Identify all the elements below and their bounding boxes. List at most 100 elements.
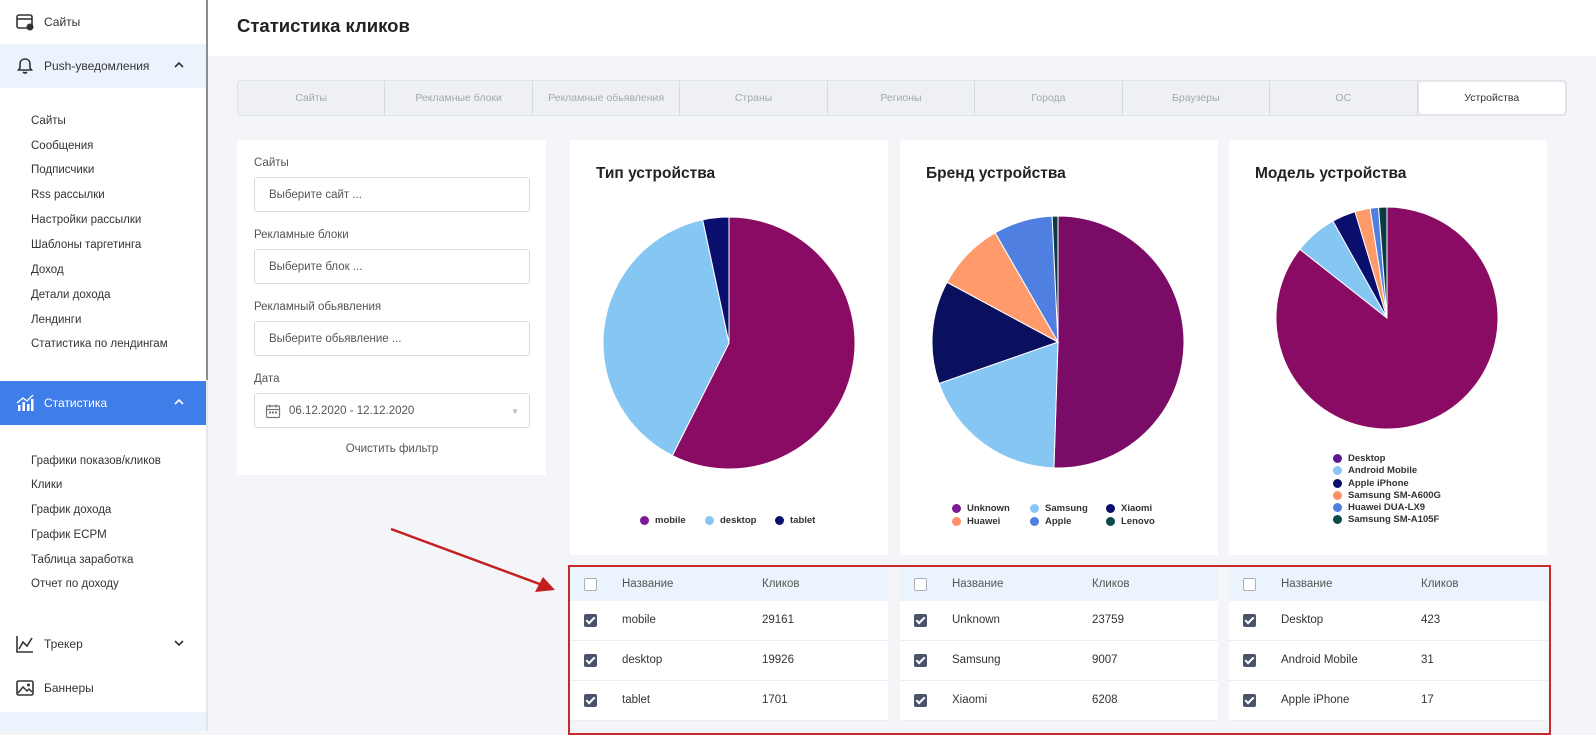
pie-chart-device-type [602, 216, 856, 470]
sidebar-item-push[interactable]: Push-уведомления [0, 44, 206, 88]
legend-dot [1333, 515, 1342, 524]
sidebar-subitem[interactable]: Настройки рассылки [31, 214, 142, 226]
sidebar-subitem[interactable]: Графики показов/кликов [31, 455, 161, 467]
row-clicks: 29161 [762, 614, 794, 626]
row-checkbox[interactable] [914, 694, 927, 707]
table-header: Название Кликов [900, 567, 1218, 601]
legend-item: Lenovo [1106, 516, 1155, 527]
tab-ads[interactable]: Рекламные обьявления [533, 81, 681, 115]
sidebar-subitem[interactable]: Лендинги [31, 314, 82, 326]
sites-select[interactable]: Выберите сайт ... [254, 177, 530, 212]
legend-label: Apple iPhone [1348, 478, 1409, 489]
pie-slice-xiaomi[interactable] [931, 281, 1060, 385]
pie-slice-mobile[interactable] [671, 216, 856, 470]
legend-item: Huawei DUA-LX9 [1333, 502, 1425, 513]
sidebar-subitem[interactable]: Доход [31, 264, 64, 276]
legend-label: Lenovo [1121, 516, 1155, 527]
sidebar-item-label: Сайты [44, 15, 81, 29]
sidebar-subitem[interactable]: График дохода [31, 504, 112, 516]
table-row: tablet 1701 [570, 681, 888, 721]
sidebar-item-label: Трекер [44, 637, 83, 651]
tab-os[interactable]: ОС [1270, 81, 1418, 115]
tab-countries[interactable]: Страны [680, 81, 828, 115]
sidebar-item-tracker[interactable]: Трекер [0, 622, 206, 666]
table-device-type: Название Кликов mobile 29161 desktop 199… [570, 567, 888, 721]
sidebar-subitem[interactable]: Детали дохода [31, 289, 111, 301]
row-clicks: 17 [1421, 694, 1434, 706]
row-checkbox[interactable] [584, 694, 597, 707]
table-row: Android Mobile 31 [1229, 641, 1547, 681]
pie-slice-lenovo[interactable] [1051, 215, 1059, 343]
sidebar-item-sites[interactable]: Сайты [0, 0, 206, 44]
pie-slice-desktop[interactable] [602, 219, 730, 457]
row-checkbox[interactable] [914, 614, 927, 627]
legend-item: Apple [1030, 516, 1071, 527]
column-name: Название [952, 578, 1004, 590]
row-name: Unknown [952, 614, 1000, 626]
calendar-icon [265, 404, 281, 418]
scrollbar-thumb[interactable] [206, 0, 208, 380]
sidebar-item-statistics[interactable]: Статистика [0, 381, 206, 425]
dropdown-caret-icon: ▼ [511, 407, 519, 416]
date-range-picker[interactable]: 06.12.2020 - 12.12.2020 ▼ [254, 393, 530, 428]
row-name: tablet [622, 694, 651, 706]
sidebar-subitem[interactable]: Сообщения [31, 140, 94, 152]
sidebar-scrollbar[interactable] [206, 0, 208, 731]
tab-devices[interactable]: Устройства [1417, 81, 1566, 115]
row-name: Android Mobile [1281, 654, 1358, 666]
sidebar-subitem[interactable]: График ECPM [31, 529, 107, 541]
sidebar-subitem[interactable]: Rss рассылки [31, 189, 105, 201]
sidebar-item-label: Статистика [44, 396, 108, 410]
row-name: Samsung [952, 654, 1001, 666]
highlight-frame [568, 565, 1551, 735]
ad-blocks-label: Рекламные блоки [254, 229, 349, 241]
row-checkbox[interactable] [584, 614, 597, 627]
row-checkbox[interactable] [1243, 694, 1256, 707]
date-label: Дата [254, 373, 280, 385]
sidebar-subitem[interactable]: Шаблоны таргетинга [31, 239, 142, 251]
sidebar-subitem[interactable]: Таблица заработка [31, 554, 134, 566]
pie-slice-samsung-sm-a105f[interactable] [1378, 206, 1388, 319]
sidebar-subitem[interactable]: Статистика по лендингам [31, 338, 168, 350]
ad-blocks-select[interactable]: Выберите блок ... [254, 249, 530, 284]
row-clicks: 9007 [1092, 654, 1118, 666]
row-checkbox[interactable] [584, 654, 597, 667]
select-all-checkbox[interactable] [584, 578, 597, 591]
sidebar-item-partial[interactable] [0, 712, 206, 731]
tab-ad-blocks[interactable]: Рекламные блоки [385, 81, 533, 115]
sites-label: Сайты [254, 157, 289, 169]
select-all-checkbox[interactable] [914, 578, 927, 591]
row-checkbox[interactable] [1243, 614, 1256, 627]
table-row: mobile 29161 [570, 601, 888, 641]
sidebar-subitem[interactable]: Подписчики [31, 164, 95, 176]
ads-select[interactable]: Выберите обьявление ... [254, 321, 530, 356]
pie-slice-unknown[interactable] [1053, 215, 1185, 469]
tab-regions[interactable]: Регионы [828, 81, 976, 115]
chevron-up-icon [174, 61, 184, 68]
legend-label: Huawei DUA-LX9 [1348, 502, 1426, 513]
browser-window-icon [14, 11, 36, 33]
chevron-up-icon [174, 398, 184, 405]
date-value: 06.12.2020 - 12.12.2020 [289, 404, 415, 417]
sidebar-subitem[interactable]: Клики [31, 479, 63, 491]
row-checkbox[interactable] [914, 654, 927, 667]
legend-dot [1030, 517, 1039, 526]
tab-cities[interactable]: Города [975, 81, 1123, 115]
legend-dot [1333, 479, 1342, 488]
sidebar: Сайты Push-уведомления Сайты Сообщения П… [0, 0, 208, 731]
sidebar-subitem[interactable]: Сайты [31, 115, 66, 127]
chart-card-device-brand: Бренд устройства Unknown Samsung Xiaomi … [900, 140, 1218, 555]
sidebar-item-banners[interactable]: Баннеры [0, 666, 206, 710]
page-header: Статистика кликов [208, 0, 1596, 56]
tab-sites[interactable]: Сайты [238, 81, 386, 115]
image-icon [14, 677, 36, 699]
clear-filter-button[interactable]: Очистить фильтр [345, 443, 439, 455]
tab-browsers[interactable]: Браузеры [1123, 81, 1271, 115]
legend-dot [1106, 504, 1115, 513]
select-all-checkbox[interactable] [1243, 578, 1256, 591]
row-checkbox[interactable] [1243, 654, 1256, 667]
row-name: desktop [622, 654, 663, 666]
row-clicks: 6208 [1092, 694, 1118, 706]
pie-slice-tablet[interactable] [702, 216, 730, 344]
sidebar-subitem[interactable]: Отчет по доходу [31, 578, 119, 590]
